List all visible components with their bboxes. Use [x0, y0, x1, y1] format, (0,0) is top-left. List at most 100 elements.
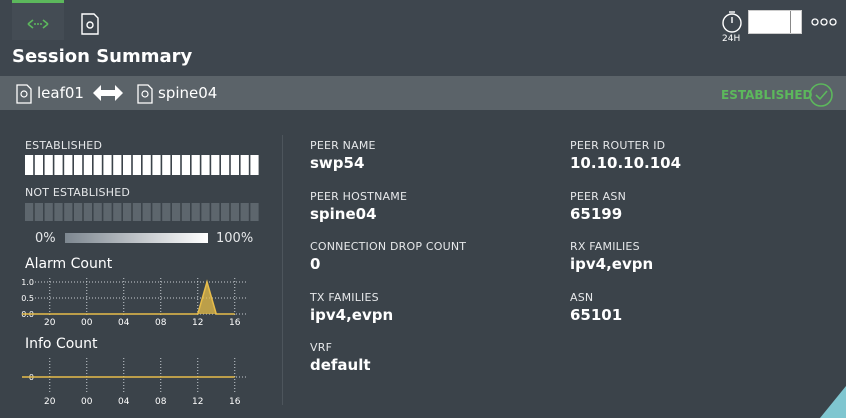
established-block [250, 155, 259, 175]
established-block [34, 155, 43, 175]
established-block [172, 155, 181, 175]
established-block [83, 155, 92, 175]
not-established-block [211, 203, 220, 221]
session-bar [0, 76, 846, 110]
not-established-block [142, 203, 151, 221]
not-established-block [230, 203, 239, 221]
detail-value: default [310, 356, 371, 374]
x-tick-label: 12 [192, 397, 203, 407]
established-block [191, 155, 200, 175]
established-block [152, 155, 161, 175]
card-header [0, 0, 846, 76]
established-block [44, 155, 53, 175]
established-block [201, 155, 210, 175]
tab-icon[interactable] [12, 0, 67, 40]
line [22, 279, 235, 315]
info-title: Info Count [25, 336, 98, 352]
not-established-block [240, 203, 249, 221]
not-established-block [103, 203, 112, 221]
established-label: ESTABLISHED [25, 139, 103, 152]
x-tick-label: 08 [155, 397, 167, 407]
not-established-block [221, 203, 230, 221]
detail-value: 10.10.10.104 [570, 154, 682, 172]
established-block [74, 155, 83, 175]
detail-label: RX FAMILIES [570, 240, 640, 253]
area [22, 282, 235, 314]
not-established-block [250, 203, 259, 221]
x-tick-label: 00 [81, 318, 93, 328]
size-toggle[interactable] [748, 10, 802, 34]
established-block [113, 155, 122, 175]
detail-label: PEER ASN [570, 189, 627, 203]
detail-label: PEER ROUTER ID [570, 139, 666, 152]
detail-value: 65199 [570, 204, 623, 223]
status-check [809, 83, 833, 107]
source-node: leaf01 [37, 84, 84, 102]
not-established-block [181, 203, 190, 221]
not-established-block [172, 203, 181, 221]
established-block [132, 155, 141, 175]
established-block [25, 155, 34, 175]
not-established-block [132, 203, 141, 221]
detail-value: 65101 [570, 305, 623, 324]
not-established-block [54, 203, 63, 221]
established-block [103, 155, 112, 175]
established-block [162, 155, 171, 175]
session-status: ESTABLISHED [721, 88, 813, 102]
x-tick-label: 00 [81, 397, 93, 407]
detail-value: swp54 [310, 154, 365, 172]
scale-gradient [65, 233, 208, 243]
established-block [221, 155, 230, 175]
title: Session Summary [12, 46, 193, 67]
settings-icon[interactable] [79, 12, 101, 36]
x-tick-label: 20 [44, 318, 56, 328]
detail-label: VRF [310, 341, 333, 354]
detail-label: CONNECTION DROP COUNT [310, 240, 467, 253]
detail-value: spine04 [310, 204, 377, 223]
more-menu[interactable] [811, 16, 839, 28]
not-established-block [74, 203, 83, 221]
source-icon [16, 84, 32, 104]
established-block [240, 155, 249, 175]
detail-label: TX FAMILIES [310, 290, 379, 304]
detail-value: 0 [310, 255, 321, 273]
scale-min: 0% [35, 231, 56, 246]
detail-value: ipv4,evpn [570, 255, 654, 273]
not-established-block [162, 203, 171, 221]
x-tick-label: 04 [118, 318, 130, 328]
detail-label: ASN [570, 290, 594, 304]
divider [282, 135, 283, 405]
detail-label: PEER NAME [310, 139, 376, 152]
resize-corner[interactable] [818, 386, 846, 418]
not-established-block [34, 203, 43, 221]
target-node: spine04 [158, 84, 218, 102]
x-tick-label: 20 [44, 397, 56, 407]
not-established-block [93, 203, 102, 221]
established-block [93, 155, 102, 175]
x-tick-label: 12 [192, 318, 203, 328]
established-block [230, 155, 239, 175]
timer-icon[interactable] [720, 9, 746, 35]
established-block [123, 155, 132, 175]
detail-value: ipv4,evpn [310, 305, 394, 324]
y-tick-label: 0.5 [21, 294, 34, 303]
not-established-block [191, 203, 200, 221]
scale-max: 100% [216, 231, 254, 246]
not-established-block [25, 203, 34, 221]
y-tick-label: 1.0 [21, 278, 34, 287]
not-established-block [123, 203, 132, 221]
not-established-block [152, 203, 161, 221]
detail-label: PEER HOSTNAME [310, 189, 408, 203]
alarm-title: Alarm Count [25, 256, 113, 272]
not-established-block [64, 203, 73, 221]
link-arrow [93, 85, 123, 101]
x-tick-label: 08 [155, 318, 167, 328]
target-icon [137, 84, 153, 104]
established-block [64, 155, 73, 175]
x-tick-label: 16 [229, 318, 241, 328]
established-block [181, 155, 190, 175]
x-tick-label: 04 [118, 397, 130, 407]
established-block [54, 155, 63, 175]
